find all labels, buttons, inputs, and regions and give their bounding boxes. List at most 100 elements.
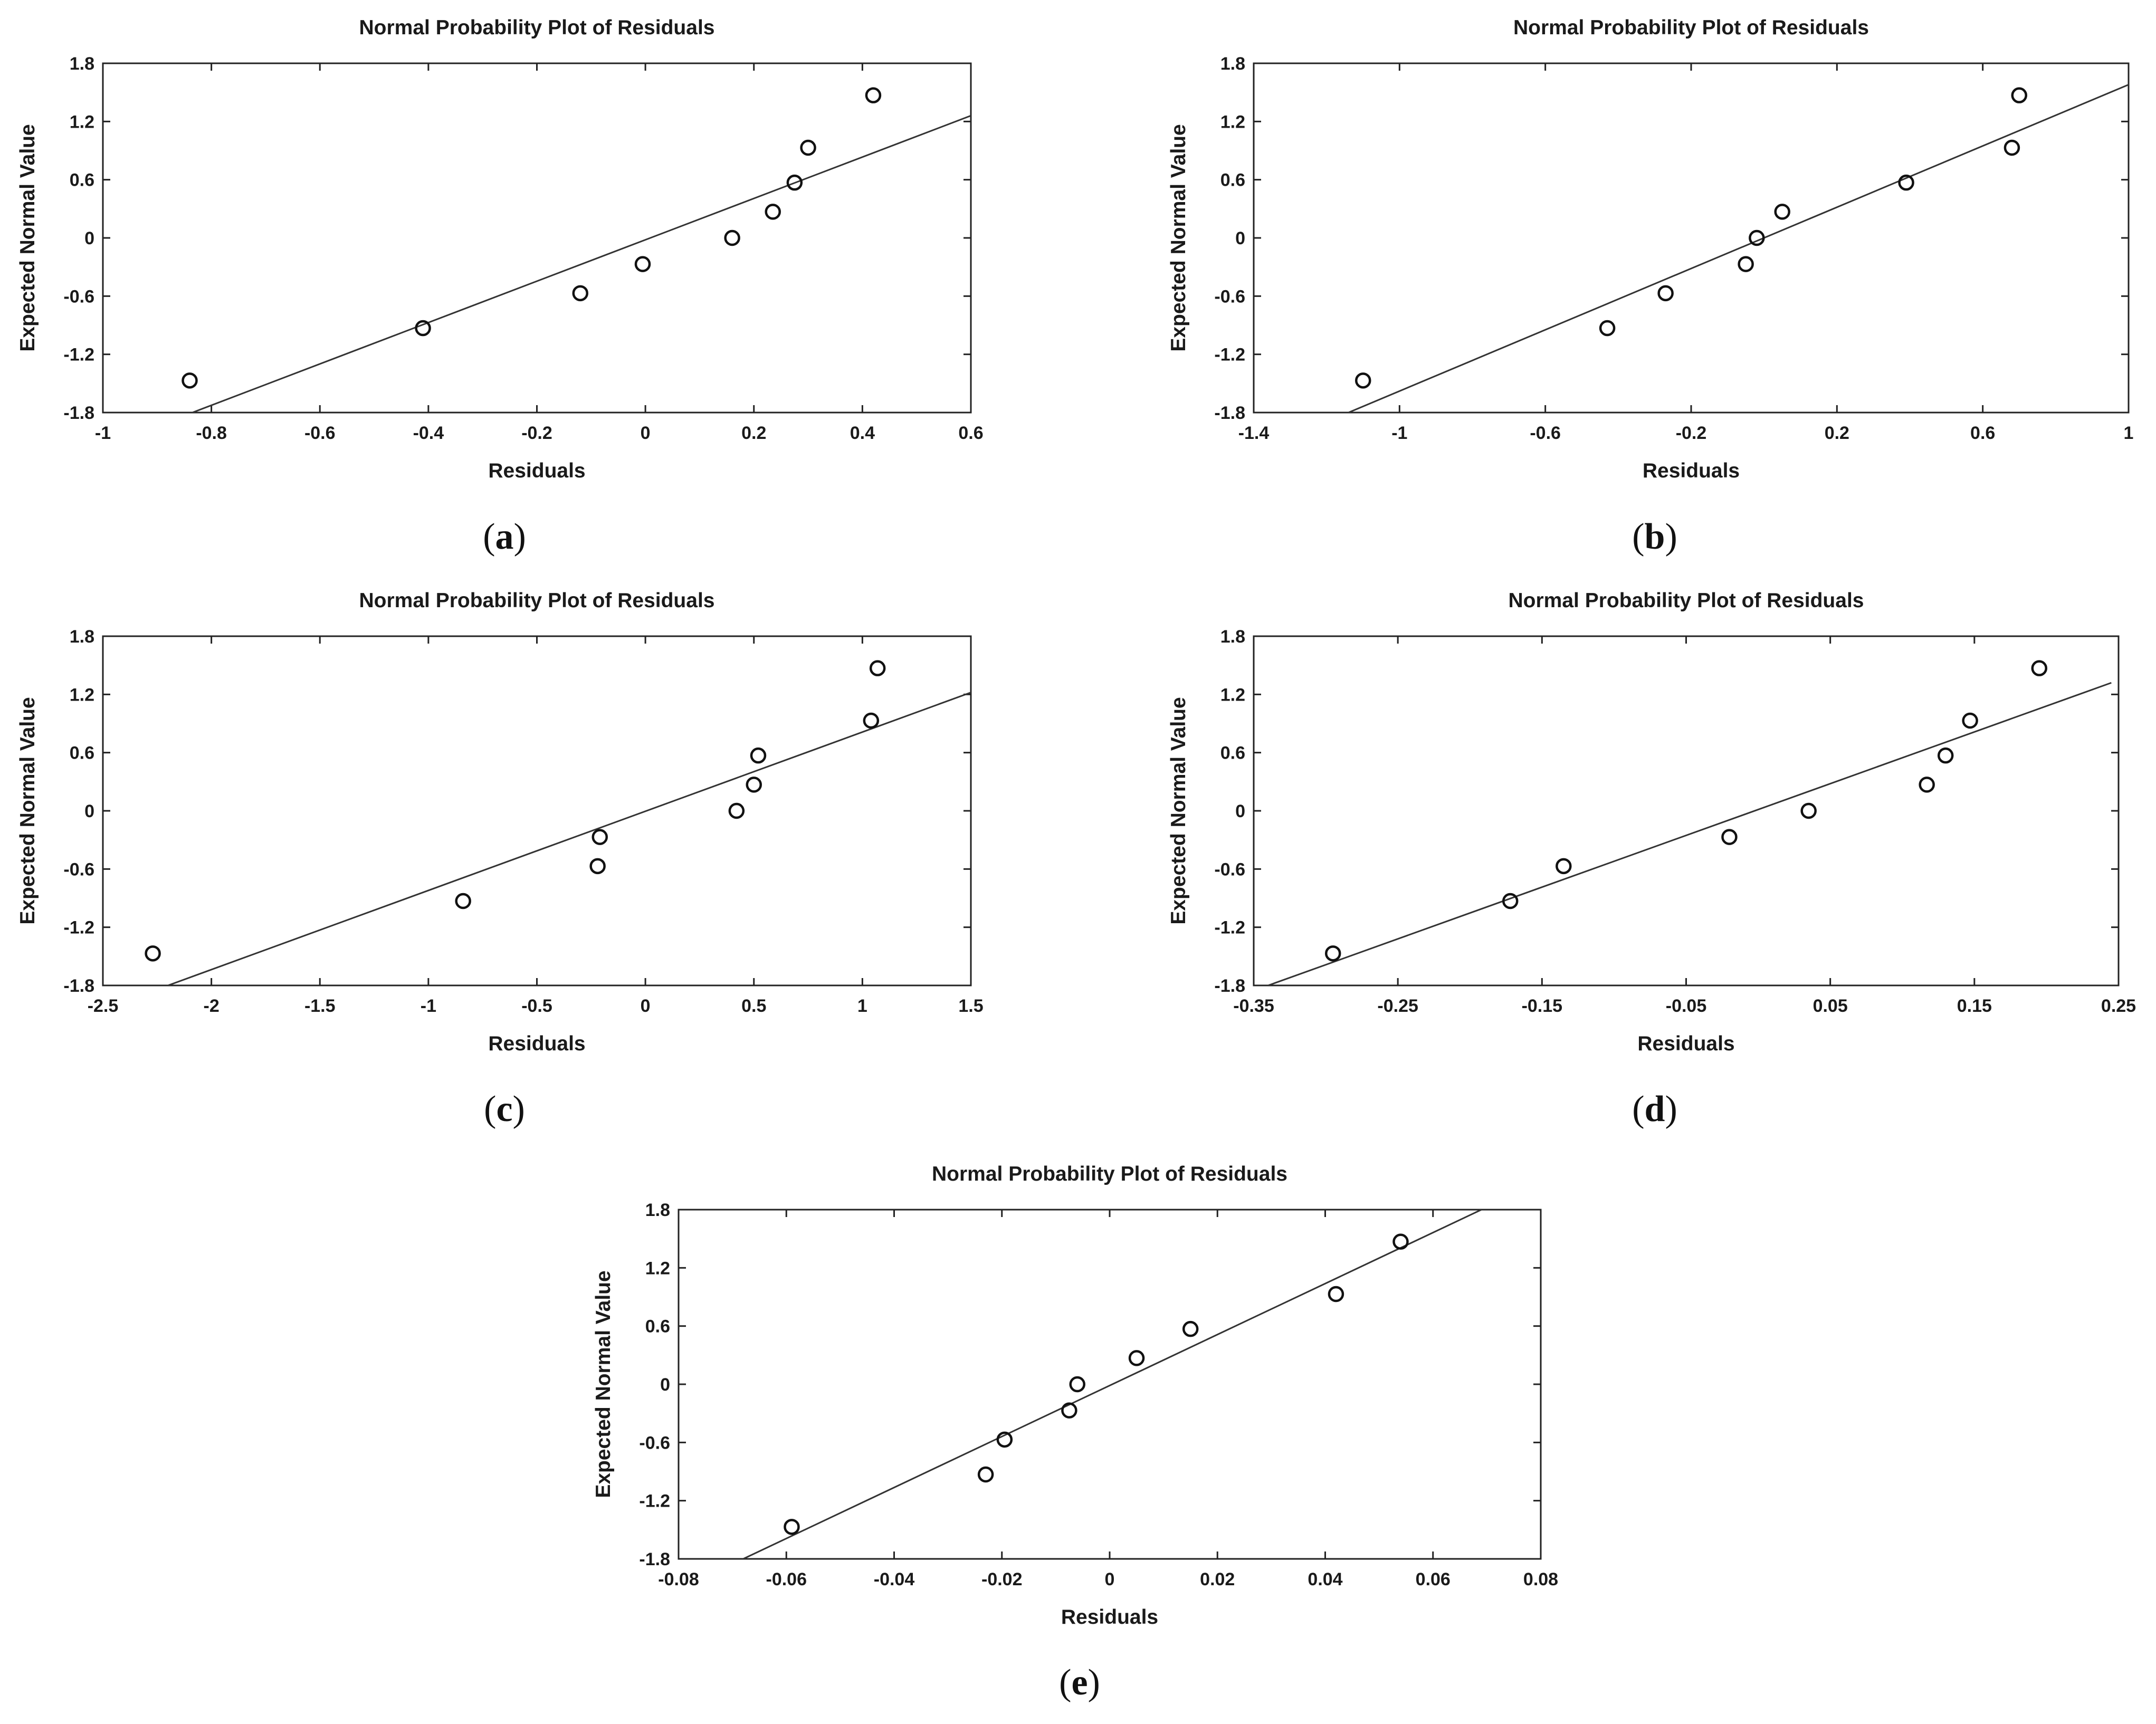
x-tick-label: -0.4 xyxy=(413,423,444,443)
x-tick-label: -0.5 xyxy=(521,996,552,1016)
plot-frame xyxy=(102,62,972,414)
data-point xyxy=(865,87,882,103)
x-tick-label: 1 xyxy=(2124,423,2134,443)
data-point xyxy=(1392,1233,1409,1250)
x-tick-label: -1 xyxy=(421,996,436,1016)
y-tick-label: 0 xyxy=(84,801,94,821)
data-point xyxy=(869,660,886,676)
data-point xyxy=(800,139,816,156)
data-point xyxy=(145,945,161,962)
x-tick-label: 0 xyxy=(1105,1569,1115,1589)
y-tick-label: -1.2 xyxy=(639,1491,670,1511)
y-tick-label: -0.6 xyxy=(63,859,94,879)
data-point xyxy=(1937,747,1954,764)
x-tick-label: 0 xyxy=(641,996,651,1016)
y-tick-label: 1.2 xyxy=(70,112,94,132)
x-axis-label: Residuals xyxy=(1643,459,1740,482)
x-tick-label: 0 xyxy=(641,423,651,443)
x-tick-label: -1 xyxy=(95,423,111,443)
y-tick-label: 0.6 xyxy=(1220,743,1245,763)
panel-label-b: (b) xyxy=(1632,516,1677,557)
data-point xyxy=(1324,945,1341,962)
data-point xyxy=(634,256,651,272)
panel-label-c: (c) xyxy=(484,1089,525,1129)
data-point xyxy=(1599,320,1616,337)
y-tick-label: -1.8 xyxy=(1214,403,1245,423)
data-point xyxy=(2011,87,2027,103)
plot-frame xyxy=(1253,635,2120,986)
y-axis-label: Expected Normal Value xyxy=(592,1270,615,1498)
data-point xyxy=(572,285,588,302)
x-tick-label: 0.05 xyxy=(1813,996,1848,1016)
data-point xyxy=(1502,893,1519,909)
x-tick-label: -0.06 xyxy=(766,1569,807,1589)
y-tick-label: -1.8 xyxy=(63,403,94,423)
y-tick-label: -1.2 xyxy=(1214,345,1245,365)
panel-label-c-open: ( xyxy=(484,1089,496,1129)
y-axis-label: Expected Normal Value xyxy=(1167,124,1190,351)
x-tick-label: -0.2 xyxy=(521,423,552,443)
x-tick-label: -0.8 xyxy=(196,423,227,443)
chart-title: Normal Probability Plot of Residuals xyxy=(932,1163,1287,1185)
y-tick-label: -0.6 xyxy=(1214,286,1245,307)
data-point xyxy=(863,712,880,729)
x-tick-label: -0.25 xyxy=(1377,996,1418,1016)
y-tick-label: 1.8 xyxy=(645,1200,670,1220)
data-point xyxy=(1069,1376,1085,1393)
y-tick-label: 0.6 xyxy=(70,743,94,763)
x-tick-label: 1.5 xyxy=(958,996,983,1016)
panel-label-a-close: ) xyxy=(514,516,526,557)
plot-frame xyxy=(1253,62,2130,414)
y-tick-label: 0 xyxy=(660,1375,670,1395)
x-tick-label: -0.02 xyxy=(981,1569,1023,1589)
data-point xyxy=(1128,1350,1145,1366)
y-tick-label: 0.6 xyxy=(70,170,94,190)
data-point xyxy=(2004,139,2020,156)
chart-panel-d: Normal Probability Plot of Residuals -0.3… xyxy=(1167,589,2136,1055)
data-point xyxy=(1721,829,1738,845)
y-tick-label: -0.6 xyxy=(63,286,94,307)
data-point xyxy=(784,1519,800,1535)
data-point xyxy=(415,320,431,337)
plot-frame xyxy=(678,1209,1542,1560)
data-point xyxy=(589,858,606,875)
data-point xyxy=(765,204,781,220)
x-tick-label: 0.08 xyxy=(1523,1569,1558,1589)
y-axis-label: Expected Normal Value xyxy=(1167,697,1190,924)
panel-label-b-close: ) xyxy=(1665,516,1677,557)
y-axis-label: Expected Normal Value xyxy=(16,697,39,924)
chart-title: Normal Probability Plot of Residuals xyxy=(359,589,715,612)
data-point xyxy=(1355,372,1371,389)
plot-frame xyxy=(102,635,972,986)
y-tick-label: -0.6 xyxy=(1214,859,1245,879)
fit-line xyxy=(742,1210,1482,1559)
data-point xyxy=(1749,229,1765,246)
y-tick-label: -1.8 xyxy=(1214,976,1245,996)
x-axis-label: Residuals xyxy=(1061,1606,1158,1629)
panel-label-b-letter: b xyxy=(1645,516,1665,557)
data-point xyxy=(1556,858,1572,875)
x-tick-label: 0.5 xyxy=(741,996,766,1016)
panel-label-e: (e) xyxy=(1059,1662,1100,1703)
x-tick-label: -0.15 xyxy=(1522,996,1563,1016)
chart-title: Normal Probability Plot of Residuals xyxy=(1509,589,1864,612)
x-tick-label: -1.4 xyxy=(1238,423,1270,443)
fit-line xyxy=(167,692,971,985)
panel-label-d-letter: d xyxy=(1645,1089,1665,1129)
x-tick-label: -0.35 xyxy=(1233,996,1274,1016)
y-tick-label: 0 xyxy=(84,228,94,248)
x-axis-label: Residuals xyxy=(1637,1032,1734,1055)
data-point xyxy=(728,802,745,819)
x-tick-label: -1 xyxy=(1391,423,1407,443)
panel-label-e-open: ( xyxy=(1059,1662,1071,1703)
data-point xyxy=(1061,1402,1077,1419)
y-tick-label: -0.6 xyxy=(639,1433,670,1453)
y-tick-label: 0.6 xyxy=(645,1317,670,1337)
data-point xyxy=(724,229,740,246)
y-tick-label: -1.2 xyxy=(63,918,94,938)
panel-label-b-open: ( xyxy=(1632,516,1644,557)
x-tick-label: 0.25 xyxy=(2101,996,2136,1016)
x-tick-label: 0.6 xyxy=(958,423,983,443)
y-tick-label: 1.2 xyxy=(1220,112,1245,132)
chart-panel-a: Normal Probability Plot of Residuals -1 -0… xyxy=(16,16,984,482)
